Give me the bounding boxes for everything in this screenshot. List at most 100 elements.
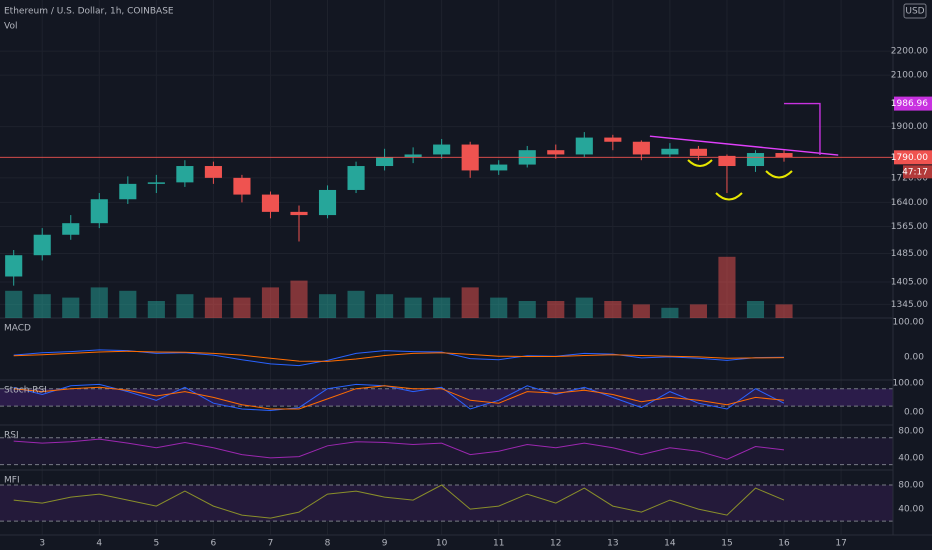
y-tick-label: 80.00 — [898, 481, 924, 491]
volume-bar — [347, 290, 365, 318]
volume-bar — [632, 304, 650, 318]
volume-bar — [119, 290, 137, 318]
pattern-mark — [715, 192, 743, 201]
y-tick-label: 80.00 — [898, 427, 924, 437]
volume-bar — [5, 290, 23, 318]
volume-bar — [746, 301, 765, 318]
pane-title: RSI — [4, 431, 19, 441]
x-tick-label: 14 — [664, 539, 676, 549]
pattern-mark — [765, 170, 793, 179]
y-tick-label: 1900.00 — [891, 122, 928, 132]
candle-body — [490, 164, 508, 171]
pane-title: Stoch RSI — [4, 386, 47, 396]
candle-body — [547, 150, 565, 155]
y-tick-label: 1640.00 — [891, 198, 928, 208]
volume-bar — [404, 297, 422, 318]
y-tick-label: 1405.00 — [891, 277, 928, 287]
x-tick-label: 13 — [607, 539, 618, 549]
plot — [0, 102, 893, 519]
y-tick-label: 2100.00 — [891, 71, 928, 81]
x-tick-label: 5 — [153, 539, 159, 549]
x-tick-label: 10 — [436, 539, 448, 549]
countdown: 47:17 — [902, 167, 928, 177]
candle-body — [433, 144, 451, 155]
last-price-label: 1790.00 — [891, 153, 928, 163]
volume-bar — [290, 280, 308, 318]
volume-bar — [575, 297, 593, 318]
candle-body — [604, 137, 622, 142]
volume-bar — [176, 294, 194, 318]
indicator-line — [13, 484, 785, 519]
x-tick-label: 7 — [268, 539, 274, 549]
volume-bar — [547, 301, 565, 318]
y-tick-label: 100.00 — [893, 378, 925, 388]
volume-bar — [718, 256, 736, 318]
band-fill — [0, 437, 893, 465]
y-tick-label: 40.00 — [898, 453, 924, 463]
countdown-tag — [903, 165, 932, 179]
x-tick-label: 6 — [211, 539, 217, 549]
y-tick-label: 40.00 — [898, 505, 924, 515]
candle-body — [775, 153, 793, 158]
target-line — [784, 102, 821, 156]
y-tick-label: 100.00 — [893, 317, 925, 327]
pane-title: Vol — [4, 22, 17, 32]
candle-body — [318, 189, 337, 216]
candle-body — [5, 255, 23, 277]
x-tick-label: 12 — [550, 539, 561, 549]
pattern-mark — [687, 159, 713, 167]
volume-bar — [261, 287, 280, 318]
candle-body — [718, 155, 736, 167]
volume-bar — [433, 297, 451, 318]
candle-body — [746, 153, 765, 167]
y-tick-label: 2200.00 — [891, 47, 928, 57]
band-fill — [0, 388, 893, 407]
candle-body — [290, 211, 308, 216]
candle-body — [376, 157, 394, 167]
x-tick-label: 16 — [778, 539, 790, 549]
candle-body — [147, 182, 165, 184]
volume-bar — [376, 294, 394, 318]
band-fill — [0, 485, 893, 522]
volume-bar — [233, 297, 251, 318]
volume-bar — [461, 287, 479, 318]
candle-body — [632, 141, 650, 155]
x-tick-label: 17 — [835, 539, 846, 549]
candle-body — [62, 223, 80, 235]
volume-bar — [318, 294, 337, 318]
x-tick-label: 3 — [39, 539, 45, 549]
y-tick-label: 1485.00 — [891, 249, 928, 259]
target-label: 1986.96 — [891, 99, 928, 109]
candle-body — [176, 166, 194, 183]
y-tick-label: 1720.00 — [891, 173, 928, 183]
pane-title: MFI — [4, 476, 20, 486]
volume-bar — [90, 287, 108, 318]
target-tag — [894, 96, 932, 111]
volume-bar — [62, 297, 80, 318]
volume-bar — [689, 304, 707, 318]
indicator-line — [13, 350, 785, 362]
volume-bar — [518, 301, 536, 318]
y-tick-label: 1565.00 — [891, 222, 928, 232]
x-tick-label: 4 — [96, 539, 102, 549]
currency[interactable]: USD — [905, 7, 924, 17]
indicator-line — [13, 438, 785, 460]
chart-title: Ethereum / U.S. Dollar, 1h, COINBASE — [4, 7, 174, 17]
candle-body — [233, 177, 251, 195]
price-axis — [893, 0, 932, 550]
x-tick-label: 8 — [325, 539, 331, 549]
indicator-line — [13, 385, 785, 410]
candle-body — [119, 183, 137, 200]
trendline — [649, 135, 839, 156]
x-tick-label: 9 — [382, 539, 388, 549]
pane-title: MACD — [4, 324, 31, 334]
volume-bar — [204, 297, 222, 318]
candle-body — [204, 166, 222, 178]
candle-body — [33, 234, 51, 256]
last-price-tag — [894, 150, 932, 165]
axis-labels: 3 4 5 6 7 8 9 10 11 12 13 14 15 16 17 2200.00 2100.00 190… — [4, 22, 932, 549]
candle-body — [575, 137, 593, 155]
currency-box[interactable] — [903, 3, 927, 19]
volume-bar — [147, 301, 165, 318]
